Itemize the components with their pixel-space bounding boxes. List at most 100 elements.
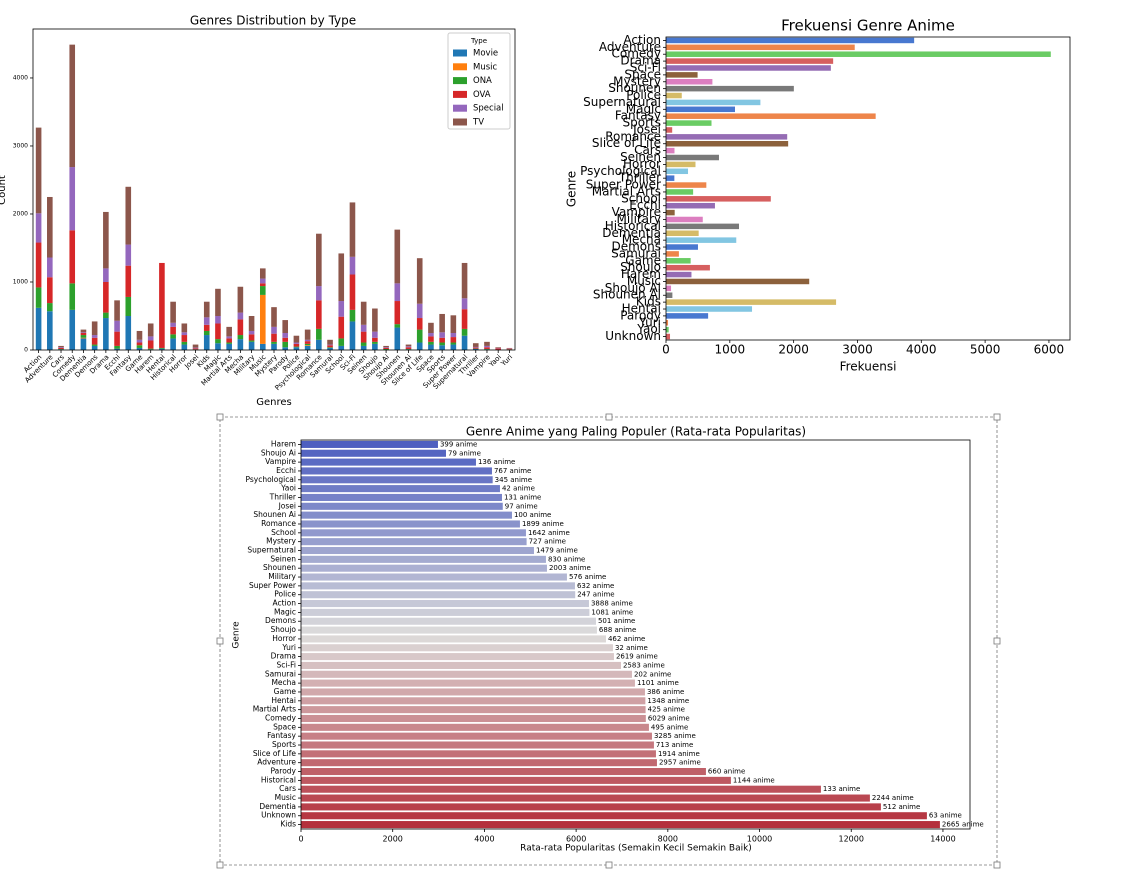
bar	[666, 58, 834, 64]
bar-segment	[394, 327, 401, 350]
bar-segment	[439, 342, 445, 346]
legend-label: OVA	[473, 90, 491, 100]
x-tick-label: 0	[298, 835, 303, 844]
bar-segment	[35, 213, 42, 243]
bar	[666, 333, 671, 340]
bar-segment	[304, 343, 311, 346]
bar	[301, 440, 438, 448]
bar	[666, 326, 669, 333]
bar-segment	[428, 341, 434, 345]
x-axis-label: Frekuensi	[840, 360, 897, 374]
bar-segment	[192, 347, 199, 349]
bar	[301, 644, 613, 652]
handle[interactable]	[993, 413, 1001, 421]
bar-segment	[360, 324, 367, 332]
bar	[301, 449, 446, 457]
bar-segment	[472, 348, 479, 350]
y-tick-label: Vampire	[612, 205, 661, 219]
bar-annotation: 202 anime	[634, 670, 671, 678]
y-tick-label: Vampire	[265, 457, 296, 466]
bar-segment	[103, 268, 109, 282]
bar-annotation: 97 anime	[505, 502, 538, 510]
bar-segment	[125, 315, 132, 350]
bar-segment	[103, 312, 109, 319]
bar-segment	[147, 340, 154, 349]
legend-swatch	[453, 49, 467, 57]
handle[interactable]	[605, 413, 613, 421]
y-tick-label: Fantasy	[615, 109, 661, 123]
y-tick-label: Mystery	[266, 537, 296, 546]
bar	[301, 812, 927, 820]
y-tick-label: Ecchi	[276, 466, 296, 475]
bar-segment	[203, 330, 210, 336]
legend-label: TV	[472, 118, 484, 128]
bar-segment	[80, 332, 87, 336]
legend-swatch	[453, 118, 467, 126]
bar-segment	[282, 332, 289, 338]
y-axis-label: Genre	[232, 621, 242, 649]
bar-segment	[316, 339, 322, 350]
bar	[666, 223, 740, 230]
bar-segment	[484, 347, 490, 349]
handle[interactable]	[993, 637, 1001, 645]
bar	[301, 493, 502, 502]
x-axis-label: Genres	[256, 397, 292, 408]
chart-title: Frekuensi Genre Anime	[781, 17, 955, 35]
y-tick-label: Kids	[280, 820, 296, 829]
y-tick-label: Super Power	[249, 581, 297, 590]
x-tick-label: 4000	[906, 343, 937, 357]
bar-annotation: 501 anime	[598, 617, 635, 625]
handle[interactable]	[993, 861, 1001, 869]
bar-annotation: 2003 anime	[549, 564, 591, 572]
bar-segment	[69, 44, 76, 168]
legend-label: Movie	[473, 49, 498, 59]
bar-segment	[237, 286, 244, 313]
bar-annotation: 688 anime	[599, 626, 636, 634]
bar-segment	[472, 343, 479, 347]
bar-segment	[450, 332, 457, 338]
bar-segment	[372, 331, 378, 338]
y-tick-label: 4000	[13, 74, 28, 81]
bar	[666, 264, 710, 271]
bar	[301, 591, 576, 599]
bar-segment	[282, 341, 289, 348]
bar	[301, 485, 500, 493]
bar-segment	[181, 323, 188, 333]
x-tick-label: 10000	[747, 835, 772, 844]
y-tick-label: Music	[627, 274, 661, 288]
bar-segment	[416, 329, 423, 343]
bar-annotation: 100 anime	[514, 511, 551, 519]
bar-segment	[192, 348, 199, 350]
bar-segment	[349, 256, 356, 275]
handle[interactable]	[216, 861, 224, 869]
bar	[666, 72, 698, 78]
y-tick-label: Mystery	[613, 74, 661, 88]
bar	[301, 670, 632, 678]
handle[interactable]	[216, 413, 224, 421]
bar-segment	[69, 230, 76, 284]
bar-segment	[293, 346, 300, 348]
y-axis-label: Genre	[565, 171, 579, 207]
bar	[666, 209, 675, 216]
bar-segment	[327, 339, 333, 345]
y-tick-label: Sports	[272, 740, 296, 749]
handle[interactable]	[605, 861, 613, 869]
bar-segment	[405, 346, 412, 348]
chart-title: Genres Distribution by Type	[190, 14, 356, 28]
y-tick-label: Parody	[271, 767, 297, 776]
bar	[666, 196, 771, 202]
y-tick-label: Action	[623, 33, 661, 47]
handle[interactable]	[216, 637, 224, 645]
bar-segment	[304, 329, 311, 340]
bar-segment	[181, 344, 188, 350]
bar-annotation: 1081 anime	[591, 608, 633, 616]
bar-annotation: 632 anime	[577, 582, 614, 590]
bar-segment	[80, 332, 87, 333]
bar-segment	[35, 287, 42, 308]
bar-segment	[416, 258, 423, 304]
bar-segment	[226, 326, 232, 337]
bar-segment	[327, 344, 333, 346]
y-tick-label: Fantasy	[267, 731, 296, 740]
bar	[301, 555, 546, 563]
bar	[301, 502, 503, 510]
